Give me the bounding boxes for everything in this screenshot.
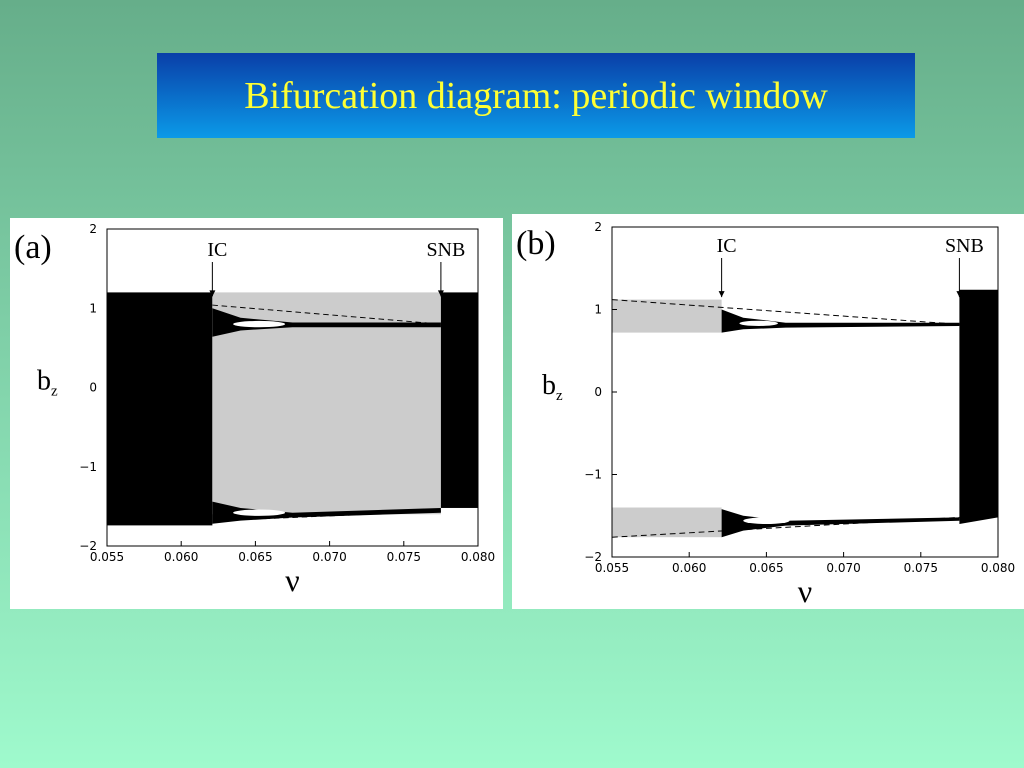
y-tick-label: 2 xyxy=(89,222,97,236)
lens xyxy=(743,517,790,524)
y-tick-label: 0 xyxy=(594,385,602,399)
x-tick-label: 0.070 xyxy=(826,561,860,575)
slide-title: Bifurcation diagram: periodic window xyxy=(157,53,915,138)
arrow-head xyxy=(209,290,216,297)
chaotic-region xyxy=(440,292,478,508)
y-tick-label: 0 xyxy=(89,381,97,395)
panel-label: (a) xyxy=(14,229,52,266)
x-tick-label: 0.065 xyxy=(749,561,783,575)
plot-area xyxy=(107,292,478,526)
x-tick-label: 0.055 xyxy=(595,561,629,575)
y-tick-label: 1 xyxy=(89,301,97,315)
gray-band xyxy=(612,299,722,333)
annotation: SNB xyxy=(426,239,465,261)
arrow-head xyxy=(718,291,725,298)
x-tick-label: 0.065 xyxy=(238,550,272,564)
y-axis-label-base: b xyxy=(37,366,51,397)
x-axis-label: ν xyxy=(798,573,812,609)
annotation: IC xyxy=(207,239,227,261)
y-axis-label: bz xyxy=(542,370,563,404)
x-tick-label: 0.080 xyxy=(981,561,1015,575)
lens xyxy=(739,320,778,326)
y-axis-label: bz xyxy=(37,366,58,400)
panel: 0.055 0.060 0.065 0.070 0.075 0.080 −2 −1 0 1 2 (a)… xyxy=(10,218,503,609)
panel: 0.055 0.060 0.065 0.070 0.075 0.080 −2 −1 0 1 2 (b)… xyxy=(512,214,1024,609)
x-tick-label: 0.060 xyxy=(164,550,198,564)
dashed-branch xyxy=(612,516,960,538)
y-tick-label: −1 xyxy=(584,468,602,482)
chaotic-region xyxy=(959,289,998,524)
dashed-branch xyxy=(212,304,441,325)
x-axis-label: ν xyxy=(285,562,299,598)
y-tick-label: 2 xyxy=(594,220,602,234)
y-axis-label-sub: z xyxy=(51,384,58,400)
y-axis-label-base: b xyxy=(542,370,556,401)
branch xyxy=(721,509,960,538)
y-tick-label: −2 xyxy=(79,539,97,553)
arrow-head xyxy=(437,290,444,297)
lens xyxy=(233,320,286,328)
x-tick-label: 0.055 xyxy=(90,550,124,564)
branch xyxy=(721,309,960,333)
x-tick-label: 0.075 xyxy=(387,550,421,564)
dashed-branch xyxy=(218,510,441,522)
annotation: IC xyxy=(717,235,737,257)
gray-band xyxy=(612,507,722,538)
chaotic-region xyxy=(107,292,213,526)
annotation: SNB xyxy=(945,235,984,257)
x-tick-label: 0.070 xyxy=(312,550,346,564)
branch xyxy=(212,308,441,337)
y-tick-label: −1 xyxy=(79,460,97,474)
y-tick-label: 1 xyxy=(594,303,602,317)
dashed-branch xyxy=(612,299,960,325)
x-tick-label: 0.080 xyxy=(461,550,495,564)
lens xyxy=(233,509,286,516)
panel-label: (b) xyxy=(516,225,556,262)
arrow-head xyxy=(956,291,963,298)
y-tick-label: −2 xyxy=(584,550,602,564)
y-axis-label-sub: z xyxy=(556,388,563,404)
x-tick-label: 0.060 xyxy=(672,561,706,575)
x-tick-label: 0.075 xyxy=(904,561,938,575)
plot-area xyxy=(612,289,998,538)
